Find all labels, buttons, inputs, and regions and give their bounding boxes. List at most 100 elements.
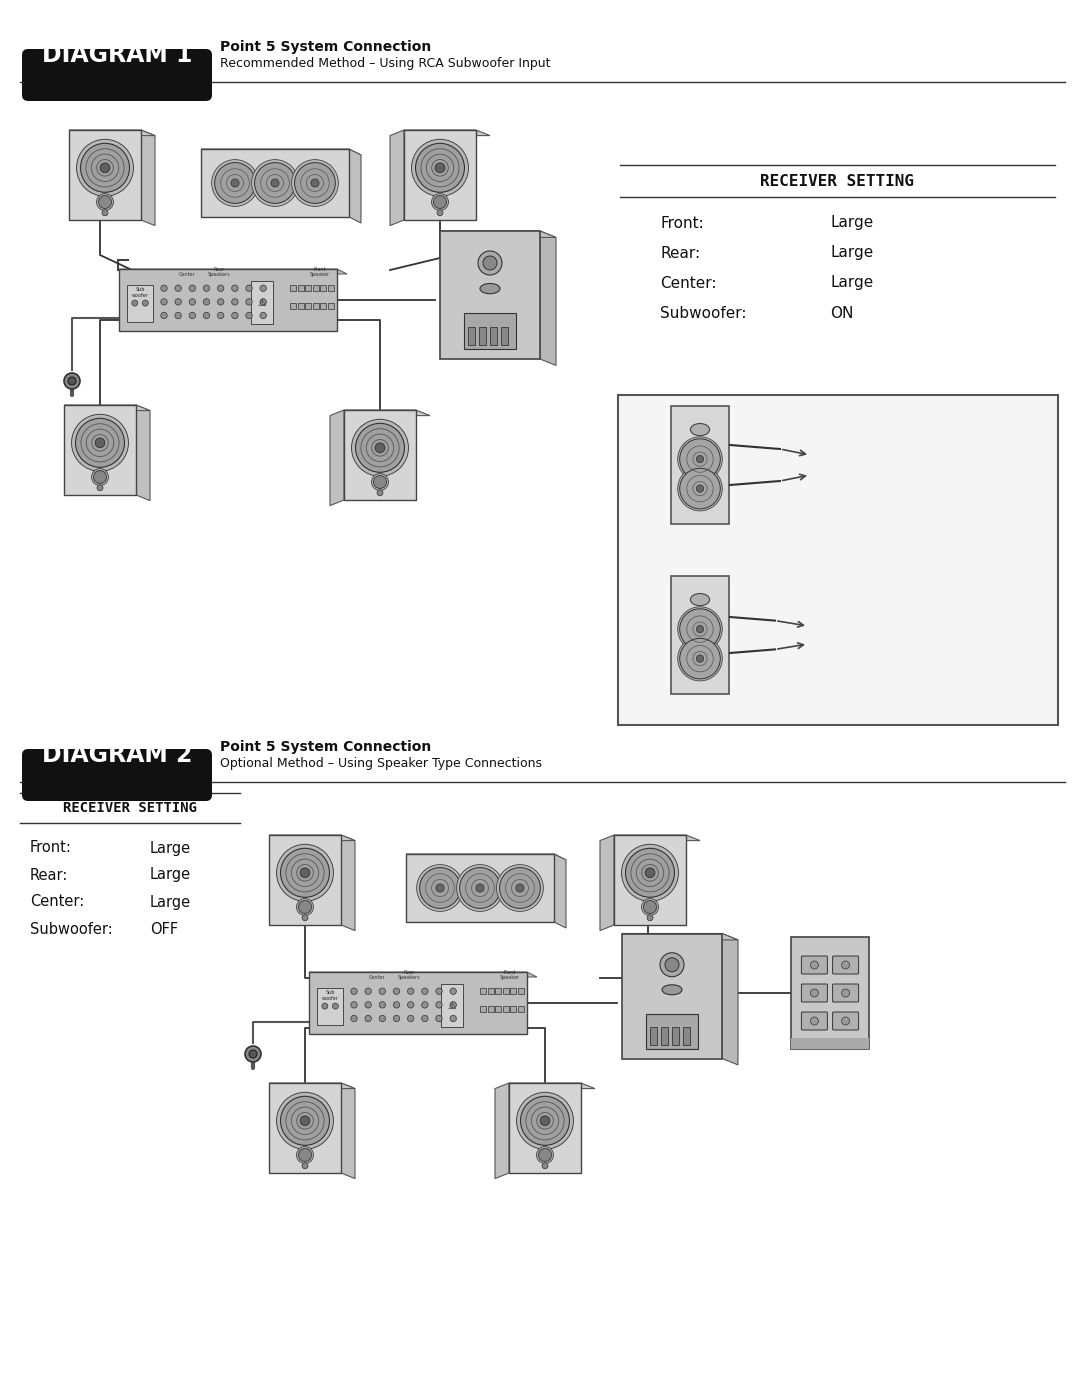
Circle shape (457, 865, 503, 911)
Circle shape (500, 868, 540, 908)
Circle shape (375, 443, 384, 453)
Text: Recommended Method – Using RCA Subwoofer Input: Recommended Method – Using RCA Subwoofer… (220, 56, 551, 70)
Circle shape (92, 468, 108, 486)
Bar (201, 149, 349, 217)
Text: Point 5 System Connection: Point 5 System Connection (220, 41, 431, 54)
Circle shape (365, 1016, 372, 1021)
Circle shape (143, 300, 148, 306)
Bar (313, 303, 319, 309)
Text: Large: Large (831, 275, 874, 291)
Circle shape (450, 1016, 457, 1021)
Circle shape (841, 989, 850, 997)
Circle shape (98, 196, 111, 208)
Circle shape (351, 419, 408, 476)
Circle shape (678, 437, 723, 482)
Circle shape (333, 1003, 338, 1009)
Bar (622, 933, 723, 1059)
Circle shape (379, 1002, 386, 1009)
Circle shape (678, 606, 723, 651)
Text: Front
Speaker: Front Speaker (499, 970, 519, 981)
Bar (309, 972, 527, 1034)
Circle shape (537, 1147, 553, 1164)
Polygon shape (136, 405, 150, 500)
Circle shape (379, 1016, 386, 1021)
Circle shape (377, 490, 383, 496)
Circle shape (260, 313, 267, 319)
Bar (661, 1027, 669, 1045)
Circle shape (231, 179, 239, 187)
Circle shape (416, 144, 464, 193)
Bar (791, 1038, 869, 1049)
FancyBboxPatch shape (509, 1083, 581, 1173)
FancyBboxPatch shape (833, 1011, 859, 1030)
Circle shape (215, 162, 256, 204)
Bar (671, 576, 729, 694)
Polygon shape (69, 130, 156, 136)
Circle shape (96, 194, 113, 211)
Circle shape (203, 313, 210, 319)
Circle shape (421, 988, 428, 995)
Text: Large: Large (831, 246, 874, 260)
Bar (518, 1006, 524, 1013)
Circle shape (295, 162, 336, 204)
Circle shape (679, 609, 720, 650)
Text: ⚠: ⚠ (257, 298, 266, 309)
Circle shape (231, 313, 238, 319)
Polygon shape (440, 231, 556, 237)
Bar (481, 988, 486, 993)
Circle shape (255, 162, 296, 204)
Circle shape (300, 1116, 310, 1126)
Circle shape (665, 958, 679, 972)
Ellipse shape (690, 594, 710, 606)
Polygon shape (406, 854, 566, 861)
Circle shape (421, 1016, 428, 1021)
Circle shape (94, 471, 107, 483)
Circle shape (697, 455, 704, 462)
Circle shape (497, 865, 543, 911)
Text: Rear:: Rear: (30, 868, 68, 883)
Circle shape (393, 1002, 400, 1009)
Circle shape (76, 418, 124, 467)
Circle shape (161, 299, 167, 305)
Polygon shape (141, 130, 156, 225)
Circle shape (625, 848, 675, 897)
Circle shape (260, 285, 267, 292)
Circle shape (407, 1016, 414, 1021)
Text: Large: Large (150, 894, 191, 909)
Polygon shape (345, 409, 430, 415)
Circle shape (478, 251, 502, 275)
Circle shape (95, 437, 105, 447)
Bar (618, 395, 1058, 725)
Text: Center:: Center: (660, 275, 716, 291)
Ellipse shape (662, 985, 681, 995)
Text: Rear
Speakers: Rear Speakers (397, 970, 420, 981)
Circle shape (436, 1016, 442, 1021)
Bar (318, 988, 343, 1025)
Text: Point 5 System Connection: Point 5 System Connection (220, 740, 431, 754)
Bar (464, 313, 516, 349)
FancyBboxPatch shape (801, 1011, 827, 1030)
Polygon shape (554, 854, 566, 928)
Circle shape (189, 313, 195, 319)
Circle shape (276, 1092, 334, 1150)
Circle shape (374, 475, 387, 489)
Circle shape (679, 439, 720, 479)
Circle shape (351, 1002, 357, 1009)
Circle shape (697, 655, 704, 662)
Circle shape (245, 1046, 261, 1062)
Circle shape (516, 1092, 573, 1150)
Circle shape (298, 1148, 311, 1161)
Circle shape (841, 1017, 850, 1025)
Text: Subwoofer:: Subwoofer: (30, 922, 112, 936)
Circle shape (102, 210, 108, 215)
Circle shape (372, 474, 389, 490)
Circle shape (678, 467, 723, 511)
Circle shape (81, 144, 130, 193)
Text: Front:: Front: (660, 215, 704, 231)
Circle shape (678, 636, 723, 680)
Circle shape (203, 285, 210, 292)
FancyBboxPatch shape (22, 49, 212, 101)
Circle shape (539, 1148, 552, 1161)
Circle shape (621, 844, 678, 901)
Circle shape (189, 299, 195, 305)
